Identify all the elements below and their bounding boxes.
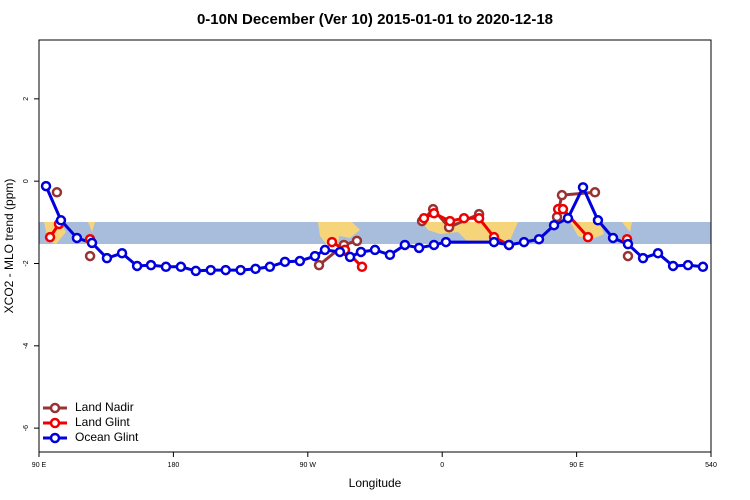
point (44, 231, 56, 243)
point (428, 208, 440, 219)
point (326, 236, 338, 248)
point (356, 261, 368, 273)
point (413, 242, 425, 254)
y-tick-label: -6 (23, 425, 30, 431)
legend-label: Ocean Glint (75, 430, 139, 444)
legend-label: Land Glint (75, 415, 130, 429)
point (607, 232, 619, 244)
point (264, 261, 276, 273)
point (313, 259, 325, 271)
y-tick-label: 0 (23, 179, 30, 183)
point (205, 264, 216, 276)
x-tick-label: 540 (705, 462, 717, 469)
point (86, 237, 98, 249)
point (428, 239, 440, 251)
y-tick-label: 2 (23, 97, 30, 101)
point (637, 252, 649, 264)
point (473, 212, 485, 224)
point (682, 259, 694, 271)
point (131, 260, 143, 272)
chart-title: 0-10N December (Ver 10) 2015-01-01 to 20… (197, 11, 553, 28)
point (384, 249, 396, 261)
point (533, 233, 545, 245)
point (51, 187, 63, 198)
point (418, 212, 430, 224)
x-tick-label: 90 W (300, 462, 317, 469)
point (592, 215, 604, 226)
point (577, 182, 589, 193)
point (667, 260, 679, 272)
point (145, 259, 157, 271)
point (488, 236, 500, 248)
point (503, 239, 515, 251)
point (160, 261, 172, 273)
point (190, 265, 202, 277)
legend-label: Land Nadir (75, 400, 134, 414)
point (344, 251, 356, 263)
plot-frame (38, 39, 712, 453)
legend-marker (49, 402, 61, 414)
point (351, 235, 363, 247)
point (279, 256, 291, 268)
point (369, 244, 381, 256)
point (652, 247, 664, 259)
point (622, 250, 634, 262)
point (444, 215, 456, 227)
legend-marker (49, 432, 61, 444)
point (440, 236, 452, 248)
point (220, 264, 231, 276)
point (84, 250, 96, 262)
point (101, 252, 113, 264)
x-axis-label: Longitude (349, 476, 402, 490)
point (697, 261, 709, 273)
point (355, 246, 367, 258)
point (309, 250, 321, 262)
point (250, 263, 261, 275)
y-tick-label: -2 (23, 260, 30, 266)
point (319, 244, 331, 256)
point (556, 189, 568, 201)
point (40, 180, 52, 192)
y-tick-label: -4 (23, 343, 30, 349)
y-axis-label: XCO2 - MLO trend (ppm) (2, 179, 16, 314)
x-tick-label: 0 (440, 462, 444, 469)
point (548, 219, 560, 231)
point (582, 231, 594, 243)
point (294, 255, 306, 267)
point (589, 187, 601, 198)
point (55, 215, 67, 226)
point (562, 212, 574, 224)
point (622, 238, 634, 250)
point (235, 264, 246, 276)
point (458, 212, 470, 224)
x-tick-label: 180 (168, 462, 180, 469)
point (399, 239, 411, 251)
point (175, 261, 187, 273)
point (71, 232, 83, 244)
point (334, 246, 346, 258)
legend-marker (49, 417, 61, 429)
point (116, 247, 128, 259)
x-tick-label: 90 E (569, 462, 584, 469)
point (518, 236, 530, 248)
land-asia (44, 222, 632, 244)
x-tick-label: 90 E (32, 462, 47, 469)
point (557, 203, 569, 215)
